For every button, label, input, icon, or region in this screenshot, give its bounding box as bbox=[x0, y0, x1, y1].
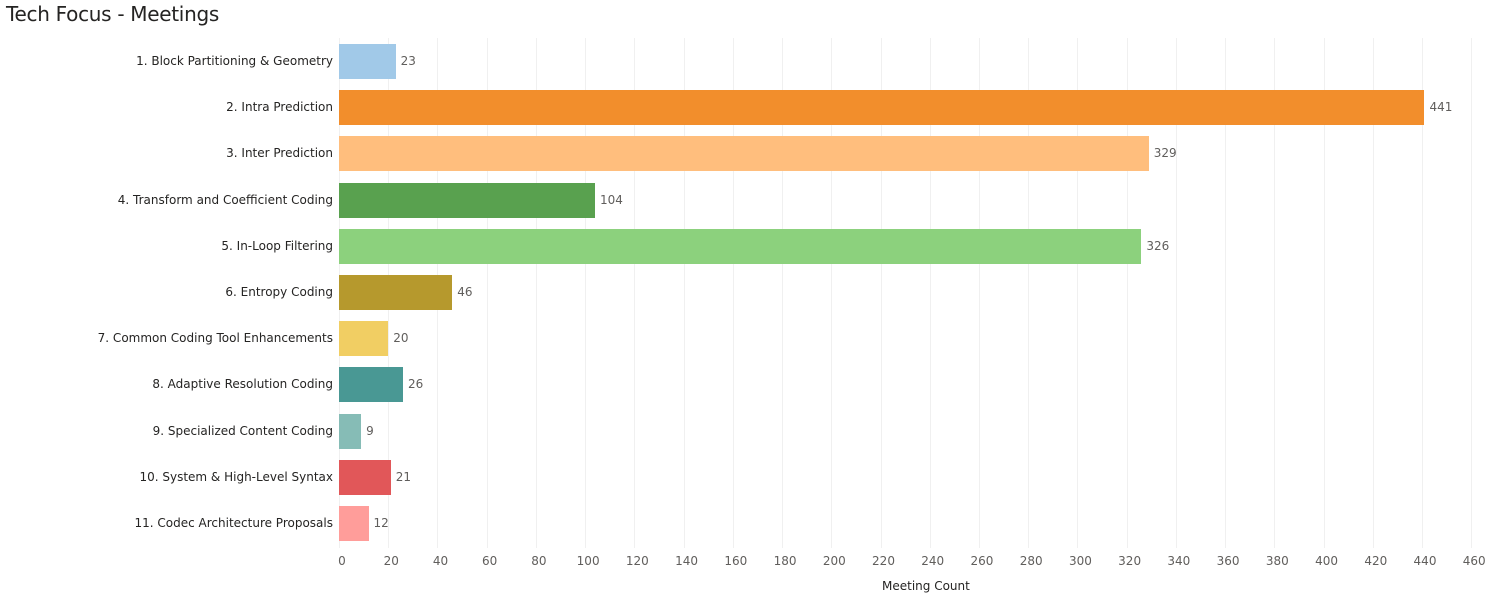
x-axis-label: Meeting Count bbox=[882, 579, 970, 593]
gridline bbox=[1225, 38, 1227, 548]
gridline bbox=[1274, 38, 1276, 548]
data-label: 329 bbox=[1153, 146, 1177, 161]
gridline bbox=[1471, 38, 1473, 548]
gridline bbox=[585, 38, 587, 548]
gridline bbox=[1323, 38, 1325, 548]
x-tick-label: 420 bbox=[1364, 554, 1388, 568]
chart-title: Tech Focus - Meetings bbox=[6, 2, 219, 26]
bar[interactable] bbox=[339, 228, 1142, 264]
bar[interactable] bbox=[339, 506, 369, 541]
x-tick-label: 160 bbox=[724, 554, 748, 568]
gridline bbox=[880, 38, 882, 548]
x-tick-label: 220 bbox=[872, 554, 895, 568]
x-tick-label: 280 bbox=[1019, 554, 1043, 568]
category-label: 5. In-Loop Filtering bbox=[221, 238, 333, 253]
gridline bbox=[782, 38, 784, 548]
gridline bbox=[1372, 38, 1374, 548]
gridline bbox=[1175, 38, 1177, 548]
x-tick-label: 440 bbox=[1413, 554, 1437, 568]
data-label: 46 bbox=[457, 285, 473, 299]
bar[interactable] bbox=[339, 136, 1149, 172]
bar-row: 10. System & High-Level Syntax 21 bbox=[139, 459, 1507, 495]
category-label: 8. Adaptive Resolution Coding bbox=[152, 377, 333, 392]
bar-row: 8. Adaptive Resolution Coding 26 bbox=[152, 367, 1507, 403]
gridline bbox=[929, 38, 931, 548]
data-label: 326 bbox=[1146, 238, 1170, 253]
x-tick-label: 40 bbox=[432, 554, 449, 568]
bar[interactable] bbox=[339, 413, 362, 449]
bar[interactable] bbox=[339, 90, 1425, 126]
x-tick-label: 400 bbox=[1315, 554, 1338, 568]
category-label: 11. Codec Architecture Proposals bbox=[134, 516, 334, 530]
gridline bbox=[1028, 38, 1030, 548]
bar-row: 6. Entropy Coding 46 bbox=[225, 275, 1507, 310]
data-label: 12 bbox=[373, 516, 389, 530]
plot-area: 1. Block Partitioning & Geometry 23 2. Int… bbox=[98, 38, 1507, 548]
bar-row: 9. Specialized Content Coding 9 bbox=[153, 413, 1507, 449]
bar-row: 5. In-Loop Filtering 326 bbox=[221, 228, 1507, 264]
bar-row: 11. Codec Architecture Proposals 12 bbox=[135, 506, 1507, 541]
gridline bbox=[634, 38, 636, 548]
bar[interactable] bbox=[339, 275, 453, 310]
x-tick-label: 140 bbox=[675, 554, 699, 568]
x-tick-label: 380 bbox=[1265, 554, 1289, 568]
x-tick-label: 460 bbox=[1462, 554, 1486, 568]
x-axis: 0 20 40 60 80 100 120 140 160 180 200 220 240 260 280 3… bbox=[338, 554, 1507, 574]
gridline bbox=[535, 38, 537, 548]
data-label: 26 bbox=[407, 377, 424, 392]
x-tick-label: 340 bbox=[1167, 554, 1191, 568]
bar[interactable] bbox=[339, 44, 396, 79]
gridline bbox=[683, 38, 685, 548]
gridline bbox=[831, 38, 833, 548]
bar-row: 1. Block Partitioning & Geometry 23 bbox=[136, 44, 1507, 79]
bar-row: 2. Intra Prediction 441 bbox=[226, 90, 1507, 126]
x-tick-label: 80 bbox=[531, 554, 547, 568]
x-tick-label: 20 bbox=[383, 554, 399, 568]
data-label: 104 bbox=[599, 192, 623, 207]
gridline bbox=[978, 38, 980, 548]
category-label: 6. Entropy Coding bbox=[225, 285, 333, 299]
x-tick-label: 360 bbox=[1216, 554, 1240, 568]
bar-row: 3. Inter Prediction 329 bbox=[226, 136, 1507, 172]
bar[interactable] bbox=[339, 182, 595, 218]
data-label: 20 bbox=[393, 331, 409, 346]
category-label: 7. Common Coding Tool Enhancements bbox=[97, 331, 333, 346]
x-tick-label: 100 bbox=[576, 554, 600, 568]
data-label: 9 bbox=[366, 423, 374, 438]
x-tick-label: 240 bbox=[921, 554, 945, 568]
data-label: 21 bbox=[395, 469, 411, 484]
gridline bbox=[1077, 38, 1079, 548]
x-tick-label: 320 bbox=[1118, 554, 1142, 568]
gridline bbox=[1422, 38, 1423, 548]
gridline bbox=[732, 38, 734, 548]
category-label: 4. Transform and Coefficient Coding bbox=[117, 192, 333, 207]
x-tick-label: 260 bbox=[970, 554, 994, 568]
category-label: 10. System & High-Level Syntax bbox=[139, 469, 333, 484]
bar[interactable] bbox=[339, 367, 403, 403]
x-tick-label: 180 bbox=[773, 554, 797, 568]
x-tick-label: 0 bbox=[338, 554, 346, 568]
category-label: 1. Block Partitioning & Geometry bbox=[136, 54, 333, 68]
bar-row: 4. Transform and Coefficient Coding 104 bbox=[118, 182, 1507, 218]
category-label: 2. Intra Prediction bbox=[226, 100, 333, 115]
x-tick-label: 120 bbox=[625, 554, 649, 568]
data-label: 23 bbox=[400, 54, 416, 68]
x-tick-label: 200 bbox=[822, 554, 846, 568]
category-label: 9. Specialized Content Coding bbox=[152, 423, 333, 438]
x-tick-label: 300 bbox=[1068, 554, 1092, 568]
gridline bbox=[486, 38, 488, 548]
gridline bbox=[1126, 38, 1128, 548]
category-label: 3. Inter Prediction bbox=[226, 146, 333, 161]
x-tick-label: 60 bbox=[482, 554, 498, 568]
bar[interactable] bbox=[339, 459, 391, 495]
data-label: 441 bbox=[1429, 100, 1453, 115]
bar-row: 7. Common Coding Tool Enhancements 20 bbox=[98, 321, 1507, 357]
bar[interactable] bbox=[339, 321, 389, 357]
